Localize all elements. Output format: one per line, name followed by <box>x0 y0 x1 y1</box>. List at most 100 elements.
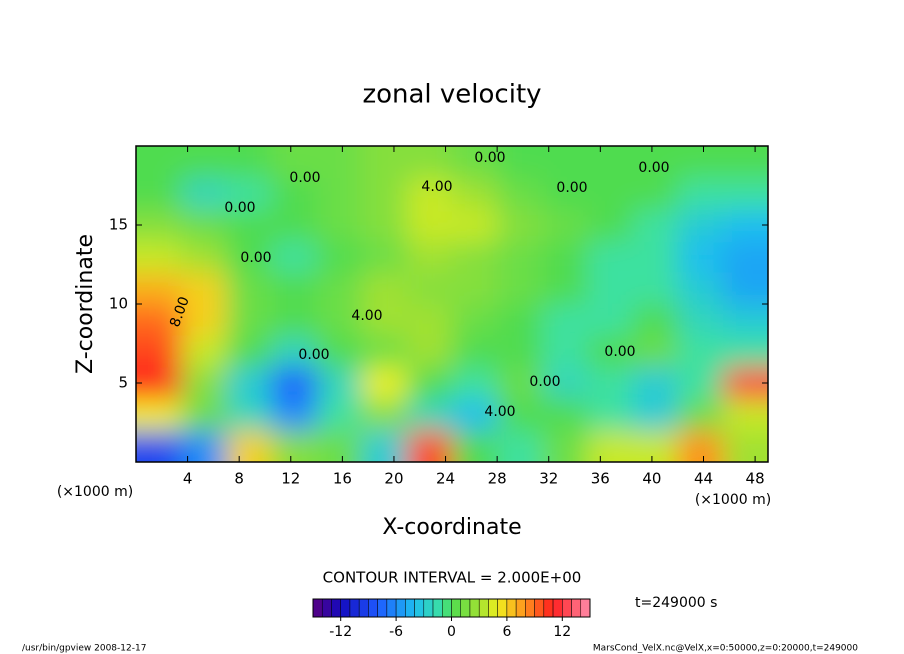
field-cell <box>632 272 679 305</box>
colorbar-box <box>506 598 517 618</box>
field-cell <box>497 367 543 400</box>
field-cell <box>136 430 182 462</box>
field-cell <box>497 209 543 242</box>
field-cell <box>632 335 679 368</box>
y-axis-label: Z-coordinate <box>73 234 98 374</box>
colorbar-tick-label: -12 <box>329 624 352 640</box>
field-cell <box>542 398 588 431</box>
field-cell <box>722 304 768 337</box>
field-cell <box>271 240 318 273</box>
colorbar-box <box>340 598 351 618</box>
field-cell <box>587 398 634 431</box>
y-tick-label: 10 <box>109 295 128 313</box>
field-cell <box>587 367 634 400</box>
field-cell <box>181 367 227 400</box>
field-cell <box>497 335 543 368</box>
field-cell <box>181 304 227 337</box>
field-cell <box>677 304 724 337</box>
x-tick-label: 36 <box>591 470 610 488</box>
contour-label: 0.00 <box>556 180 587 196</box>
field-cell <box>632 430 679 462</box>
colorbar: -12 -6 0 6 12 <box>312 598 591 640</box>
field-cell <box>271 398 318 431</box>
field-cell <box>497 430 543 462</box>
field-cell <box>361 146 408 179</box>
field-cell <box>406 304 453 337</box>
colorbar-box <box>534 598 545 618</box>
field-cell <box>136 272 182 305</box>
field-cell <box>406 240 453 273</box>
field-cell <box>226 146 272 179</box>
field-cell <box>722 335 768 368</box>
colorbar-box <box>321 598 332 618</box>
field-cell <box>452 304 498 337</box>
x-tick-label: 48 <box>746 470 765 488</box>
field-cell <box>452 272 498 305</box>
field-cell <box>406 177 453 210</box>
chart-title: zonal velocity <box>362 80 541 110</box>
field-cell <box>361 177 408 210</box>
field-cell <box>497 304 543 337</box>
field-cell <box>452 367 498 400</box>
field-cell <box>136 367 182 400</box>
x-tick-label: 28 <box>488 470 507 488</box>
x-unit: (×1000 m) <box>695 492 771 508</box>
field-cell <box>406 272 453 305</box>
colorbar-box <box>562 598 572 618</box>
colorbar-box <box>478 598 489 618</box>
y-tick-label: 5 <box>118 374 128 392</box>
colorbar-tick-label: 12 <box>553 624 571 640</box>
field-cell <box>587 209 634 242</box>
field-cell <box>677 272 724 305</box>
field-cell <box>361 398 408 431</box>
field-cell <box>271 430 318 462</box>
field-cell <box>497 398 543 431</box>
field-cell <box>316 177 363 210</box>
field-cell <box>226 272 272 305</box>
time-label: t=249000 s <box>635 595 717 611</box>
colorbar-box <box>497 598 508 618</box>
colorbar-box <box>451 598 461 618</box>
contour-label: 0.00 <box>474 150 505 166</box>
colorbar-box <box>331 598 341 618</box>
x-tick-label: 40 <box>642 470 661 488</box>
field-cell <box>632 146 679 179</box>
field-cell <box>181 335 227 368</box>
field-cell <box>722 367 768 400</box>
field-cell <box>361 335 408 368</box>
field-cell <box>587 177 634 210</box>
field-cell <box>271 209 318 242</box>
field-cell <box>181 430 227 462</box>
colorbar-box <box>552 598 563 618</box>
field-cell <box>677 367 724 400</box>
field-cell <box>452 398 498 431</box>
field-cell <box>136 146 182 179</box>
field-cell <box>136 398 182 431</box>
contour-interval: CONTOUR INTERVAL = 2.000E+00 <box>323 569 582 587</box>
colorbar-tick-label: 6 <box>502 624 511 640</box>
field-cell <box>271 177 318 210</box>
contour-label: 0.00 <box>604 344 635 360</box>
colorbar-box <box>525 598 535 618</box>
field-cell <box>181 146 227 179</box>
contour-label: 0.00 <box>298 347 329 363</box>
field-cell <box>452 209 498 242</box>
field-cell <box>632 398 679 431</box>
field-cell <box>226 209 272 242</box>
field-cell <box>316 335 363 368</box>
field-cell <box>271 335 318 368</box>
field-cell <box>722 146 768 179</box>
colorbar-box <box>414 598 425 618</box>
colorbar-box <box>432 598 443 618</box>
field-cell <box>587 146 634 179</box>
field-cell <box>722 240 768 273</box>
field-cell <box>587 272 634 305</box>
field-cell <box>271 304 318 337</box>
x-tick-label: 32 <box>539 470 558 488</box>
field-cell <box>722 177 768 210</box>
field <box>136 146 768 462</box>
field-cell <box>136 177 182 210</box>
field-cell <box>361 430 408 462</box>
x-tick-label: 16 <box>333 470 352 488</box>
